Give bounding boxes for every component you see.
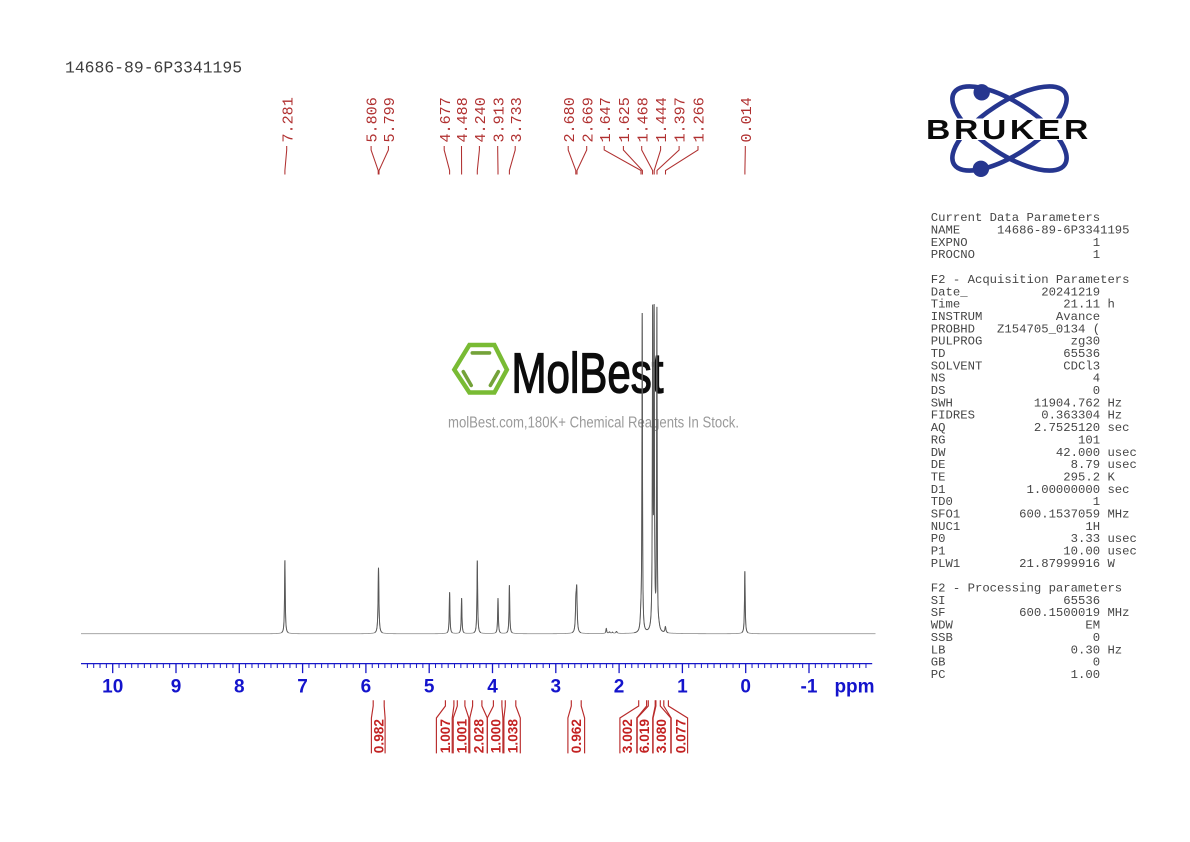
svg-text:DS 0: DS 0	[931, 384, 1100, 398]
svg-text:GB 0: GB 0	[931, 656, 1100, 670]
svg-text:PC 1.00: PC 1.00	[931, 668, 1100, 682]
svg-text:SF 600.1500019 MHz: SF 600.1500019 MHz	[931, 606, 1130, 620]
svg-text:F2 - Processing parameters: F2 - Processing parameters	[931, 582, 1122, 596]
svg-text:MolBest: MolBest	[512, 342, 664, 406]
svg-text:1.007: 1.007	[438, 719, 453, 753]
svg-text:9: 9	[171, 677, 182, 698]
svg-text:0.962: 0.962	[569, 719, 584, 753]
svg-text:2.669: 2.669	[579, 97, 597, 142]
svg-text:1.397: 1.397	[672, 97, 690, 142]
svg-text:1.000: 1.000	[488, 719, 503, 753]
svg-text:AQ 2.7525120 sec: AQ 2.7525120 sec	[931, 421, 1130, 435]
svg-text:1.625: 1.625	[616, 97, 634, 142]
svg-text:1.647: 1.647	[597, 97, 615, 142]
svg-text:DW 42.000 usec: DW 42.000 usec	[931, 446, 1137, 460]
svg-text:FIDRES 0.363304 Hz: FIDRES 0.363304 Hz	[931, 409, 1122, 423]
svg-text:7.281: 7.281	[279, 97, 297, 142]
svg-text:NAME 14686-89-6P3341195: NAME 14686-89-6P3341195	[931, 224, 1130, 238]
svg-text:14686-89-6P3341195: 14686-89-6P3341195	[65, 58, 242, 77]
svg-text:1.038: 1.038	[505, 718, 520, 753]
svg-text:PROBHD Z154705_0134 (: PROBHD Z154705_0134 (	[931, 322, 1100, 336]
svg-text:0.982: 0.982	[372, 719, 387, 753]
svg-text:3.080: 3.080	[654, 719, 669, 753]
svg-text:WDW EM: WDW EM	[931, 619, 1100, 633]
svg-text:TD0 1: TD0 1	[931, 495, 1100, 509]
svg-text:2: 2	[614, 677, 625, 698]
svg-text:SFO1 600.1537059 MHz: SFO1 600.1537059 MHz	[931, 507, 1130, 521]
svg-text:EXPNO 1: EXPNO 1	[931, 236, 1100, 250]
svg-text:4.240: 4.240	[472, 97, 490, 142]
svg-text:4.677: 4.677	[437, 97, 455, 142]
svg-text:7: 7	[297, 677, 308, 698]
svg-text:3.913: 3.913	[490, 97, 508, 142]
svg-text:1.266: 1.266	[691, 97, 709, 142]
svg-text:Time 21.11 h: Time 21.11 h	[931, 298, 1115, 312]
svg-text:Date_ 20241219: Date_ 20241219	[931, 285, 1100, 299]
svg-text:4.488: 4.488	[454, 97, 472, 142]
svg-text:4: 4	[487, 677, 498, 698]
svg-text:1.001: 1.001	[454, 718, 469, 753]
svg-text:PLW1 21.87999916 W: PLW1 21.87999916 W	[931, 557, 1116, 571]
svg-text:D1 1.00000000 sec: D1 1.00000000 sec	[931, 483, 1130, 497]
svg-text:3: 3	[551, 677, 562, 698]
svg-text:NUC1 1H: NUC1 1H	[931, 520, 1100, 534]
svg-text:6: 6	[361, 677, 372, 698]
svg-text:RG 101: RG 101	[931, 433, 1100, 447]
svg-text:LB 0.30 Hz: LB 0.30 Hz	[931, 643, 1122, 657]
svg-text:Current Data Parameters: Current Data Parameters	[931, 211, 1100, 225]
svg-text:BRUKER: BRUKER	[926, 114, 1092, 145]
svg-text:TD 65536: TD 65536	[931, 347, 1100, 361]
svg-text:PULPROG zg30: PULPROG zg30	[931, 335, 1100, 349]
svg-text:3.733: 3.733	[508, 97, 526, 142]
svg-text:P0 3.33 usec: P0 3.33 usec	[931, 532, 1137, 546]
svg-text:6.019: 6.019	[637, 719, 652, 753]
svg-text:PROCNO 1: PROCNO 1	[931, 248, 1100, 262]
svg-text:5.799: 5.799	[381, 97, 399, 142]
svg-text:2.680: 2.680	[561, 97, 579, 142]
svg-text:SSB 0: SSB 0	[931, 631, 1100, 645]
svg-text:10: 10	[102, 677, 123, 698]
svg-text:8: 8	[234, 677, 245, 698]
svg-text:1.468: 1.468	[634, 97, 652, 142]
svg-text:SWH 11904.762 Hz: SWH 11904.762 Hz	[931, 396, 1122, 410]
svg-text:TE 295.2 K: TE 295.2 K	[931, 470, 1116, 484]
svg-text:DE 8.79 usec: DE 8.79 usec	[931, 458, 1137, 472]
svg-text:F2 - Acquisition Parameters: F2 - Acquisition Parameters	[931, 273, 1130, 287]
svg-text:ppm: ppm	[834, 677, 874, 698]
svg-text:1.444: 1.444	[653, 97, 671, 142]
svg-text:molBest.com,180K+ Chemical Rea: molBest.com,180K+ Chemical Reagents In S…	[448, 414, 739, 431]
svg-text:0.077: 0.077	[673, 719, 688, 753]
svg-text:SI 65536: SI 65536	[931, 594, 1100, 608]
svg-text:3.002: 3.002	[620, 719, 635, 753]
svg-text:2.028: 2.028	[472, 718, 487, 753]
svg-text:5: 5	[424, 677, 435, 698]
svg-text:5.806: 5.806	[364, 97, 382, 142]
svg-text:NS 4: NS 4	[931, 372, 1100, 386]
svg-text:-1: -1	[801, 677, 818, 698]
svg-text:P1 10.00 usec: P1 10.00 usec	[931, 545, 1137, 559]
svg-text:INSTRUM Avance: INSTRUM Avance	[931, 310, 1100, 324]
svg-text:SOLVENT CDCl3: SOLVENT CDCl3	[931, 359, 1100, 373]
svg-text:0.014: 0.014	[738, 97, 756, 142]
svg-text:1: 1	[677, 677, 688, 698]
svg-text:0: 0	[740, 677, 751, 698]
